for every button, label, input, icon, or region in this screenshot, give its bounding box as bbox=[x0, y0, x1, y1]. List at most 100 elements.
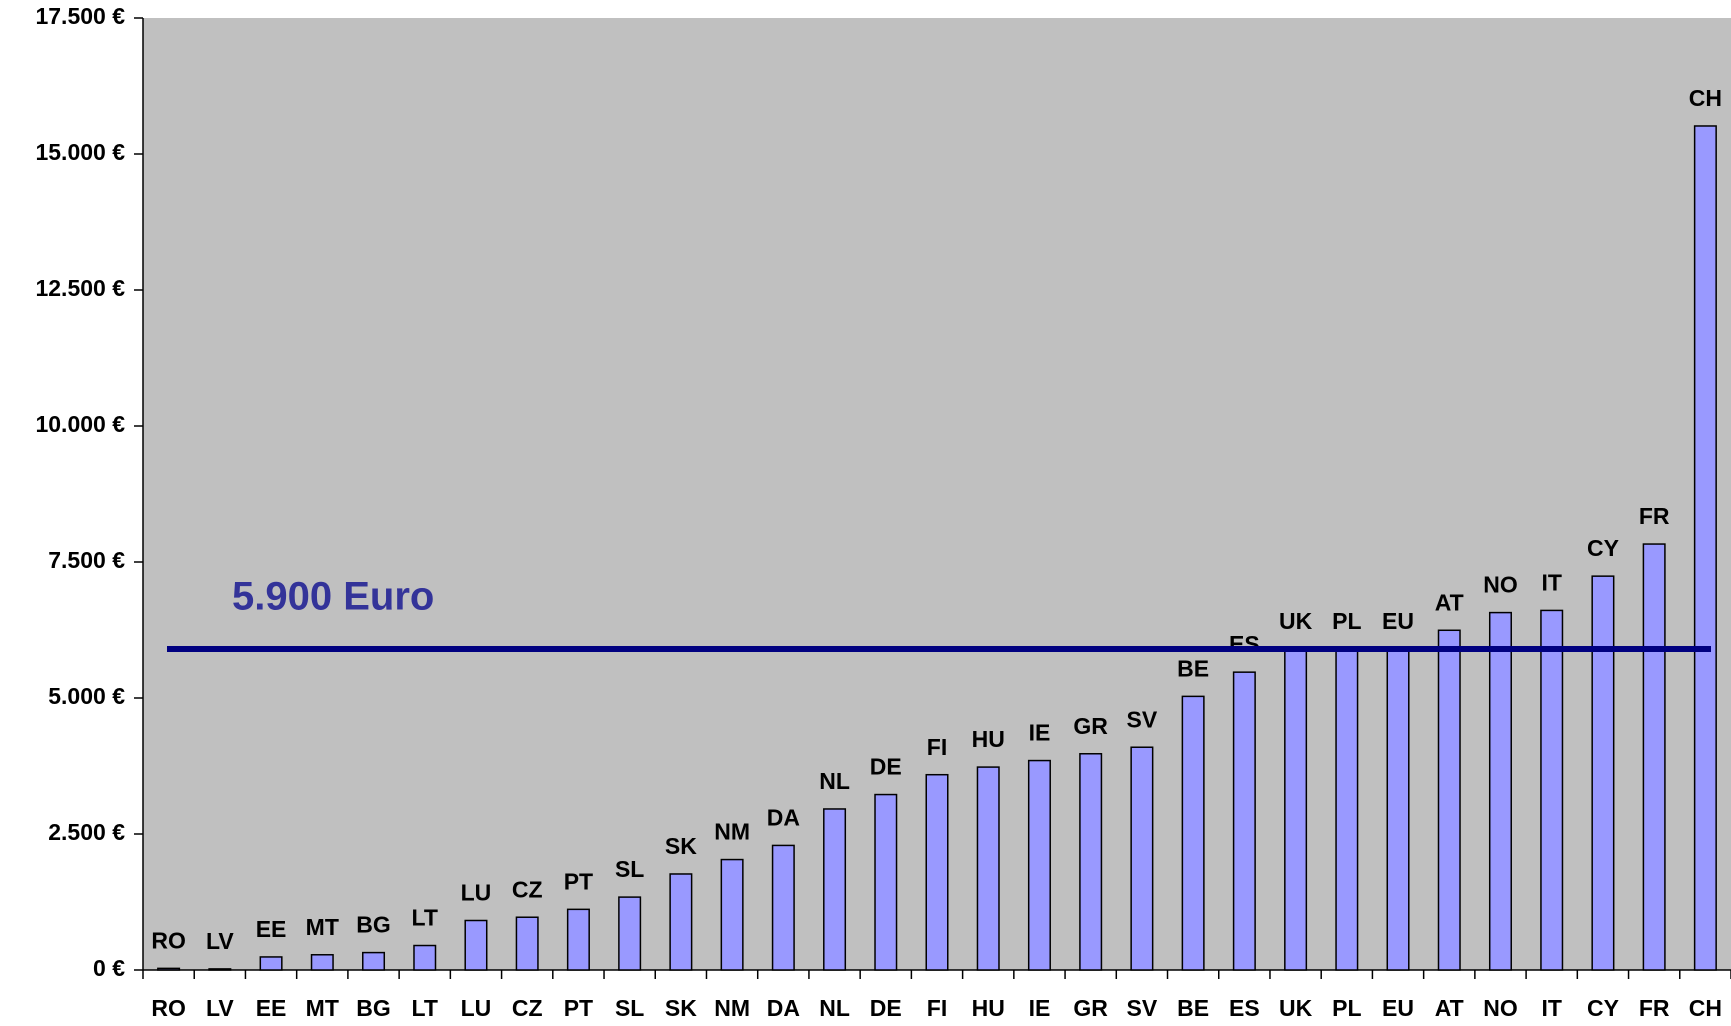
bar bbox=[1284, 648, 1308, 971]
x-tick-label: SV bbox=[1127, 995, 1158, 1021]
data-label: SL bbox=[615, 856, 644, 882]
bar bbox=[310, 954, 334, 971]
x-tick-label: CZ bbox=[512, 995, 543, 1021]
y-tick-label: 15.000 € bbox=[35, 139, 125, 165]
data-label: CZ bbox=[512, 876, 543, 902]
x-tick-label: FR bbox=[1639, 995, 1670, 1021]
data-label: SK bbox=[665, 833, 697, 859]
data-label: EE bbox=[256, 916, 287, 942]
bar bbox=[1027, 759, 1051, 971]
x-tick-label: PT bbox=[564, 995, 593, 1021]
bar bbox=[464, 919, 488, 971]
x-tick-label: CH bbox=[1689, 995, 1722, 1021]
x-tick-label: ES bbox=[1229, 995, 1260, 1021]
data-label: GR bbox=[1073, 713, 1108, 739]
x-tick-label: LU bbox=[461, 995, 492, 1021]
bar bbox=[669, 873, 693, 971]
y-tick-label: 0 € bbox=[93, 955, 125, 981]
x-tick-label: BE bbox=[1177, 995, 1209, 1021]
bar bbox=[1642, 543, 1666, 971]
bar bbox=[1488, 611, 1512, 971]
data-label: PL bbox=[1332, 608, 1361, 634]
x-tick-label: DA bbox=[767, 995, 800, 1021]
data-label: LT bbox=[412, 905, 438, 931]
bar bbox=[1079, 753, 1103, 971]
data-label: DE bbox=[870, 754, 902, 780]
x-tick-label: CY bbox=[1587, 995, 1619, 1021]
bar bbox=[259, 956, 283, 971]
x-tick-label: FI bbox=[927, 995, 947, 1021]
bar bbox=[1693, 125, 1717, 971]
bar bbox=[720, 858, 744, 971]
data-label: NL bbox=[819, 768, 850, 794]
reference-label: 5.900 Euro bbox=[232, 575, 434, 619]
bar bbox=[1232, 671, 1256, 971]
x-tick-label: IT bbox=[1541, 995, 1561, 1021]
bar bbox=[1591, 575, 1615, 971]
bar bbox=[823, 808, 847, 971]
data-label: PT bbox=[564, 868, 593, 894]
x-tick-label: UK bbox=[1279, 995, 1313, 1021]
bar bbox=[1335, 648, 1359, 971]
data-label: IT bbox=[1541, 569, 1561, 595]
x-tick-label: RO bbox=[151, 995, 186, 1021]
y-tick-label: 5.000 € bbox=[48, 683, 125, 709]
bar bbox=[1130, 746, 1154, 971]
data-label: FR bbox=[1639, 503, 1670, 529]
data-label: MT bbox=[306, 914, 339, 940]
data-label: HU bbox=[972, 726, 1005, 752]
x-tick-label: BG bbox=[356, 995, 391, 1021]
bar bbox=[566, 908, 590, 971]
y-tick-label: 10.000 € bbox=[35, 411, 125, 437]
bar bbox=[874, 793, 898, 971]
x-tick-label: GR bbox=[1073, 995, 1108, 1021]
x-tick-label: LV bbox=[206, 995, 234, 1021]
bar bbox=[208, 968, 232, 971]
x-tick-label: MT bbox=[306, 995, 339, 1021]
data-label: BG bbox=[356, 912, 391, 938]
x-tick-label: IE bbox=[1029, 995, 1051, 1021]
data-label: AT bbox=[1435, 589, 1464, 615]
data-label: EU bbox=[1382, 608, 1414, 634]
x-tick-label: SL bbox=[615, 995, 644, 1021]
data-label: UK bbox=[1279, 608, 1313, 634]
y-tick-label: 17.500 € bbox=[35, 3, 125, 29]
x-tick-label: NM bbox=[714, 995, 750, 1021]
data-label: NM bbox=[714, 819, 750, 845]
data-label: SV bbox=[1127, 706, 1158, 732]
x-tick-label: EU bbox=[1382, 995, 1414, 1021]
bar bbox=[157, 967, 181, 971]
data-label: ES bbox=[1229, 631, 1260, 657]
x-tick-label: NO bbox=[1483, 995, 1518, 1021]
bar bbox=[618, 896, 642, 971]
data-label: LV bbox=[206, 928, 234, 954]
bar bbox=[1181, 695, 1205, 971]
x-tick-label: SK bbox=[665, 995, 697, 1021]
x-tick-label: AT bbox=[1435, 995, 1464, 1021]
data-label: LU bbox=[461, 880, 492, 906]
bar bbox=[1437, 629, 1461, 971]
data-label: RO bbox=[151, 927, 186, 953]
x-tick-label: EE bbox=[256, 995, 287, 1021]
y-tick-label: 2.500 € bbox=[48, 819, 125, 845]
bar bbox=[771, 844, 795, 971]
x-tick-label: NL bbox=[819, 995, 850, 1021]
x-tick-label: LT bbox=[412, 995, 438, 1021]
data-label: NO bbox=[1483, 572, 1518, 598]
data-label: BE bbox=[1177, 655, 1209, 681]
bar bbox=[976, 766, 1000, 971]
y-tick-label: 12.500 € bbox=[35, 275, 125, 301]
data-label: FI bbox=[927, 734, 947, 760]
bar bbox=[413, 944, 437, 971]
bar bbox=[362, 951, 386, 971]
data-label: CH bbox=[1689, 85, 1722, 111]
data-label: CY bbox=[1587, 535, 1619, 561]
y-tick-label: 7.500 € bbox=[48, 547, 125, 573]
data-label: DA bbox=[767, 805, 800, 831]
x-tick-label: HU bbox=[972, 995, 1005, 1021]
x-tick-label: PL bbox=[1332, 995, 1361, 1021]
bar bbox=[515, 916, 539, 971]
bar bbox=[1540, 609, 1564, 971]
bar bbox=[1386, 648, 1410, 971]
